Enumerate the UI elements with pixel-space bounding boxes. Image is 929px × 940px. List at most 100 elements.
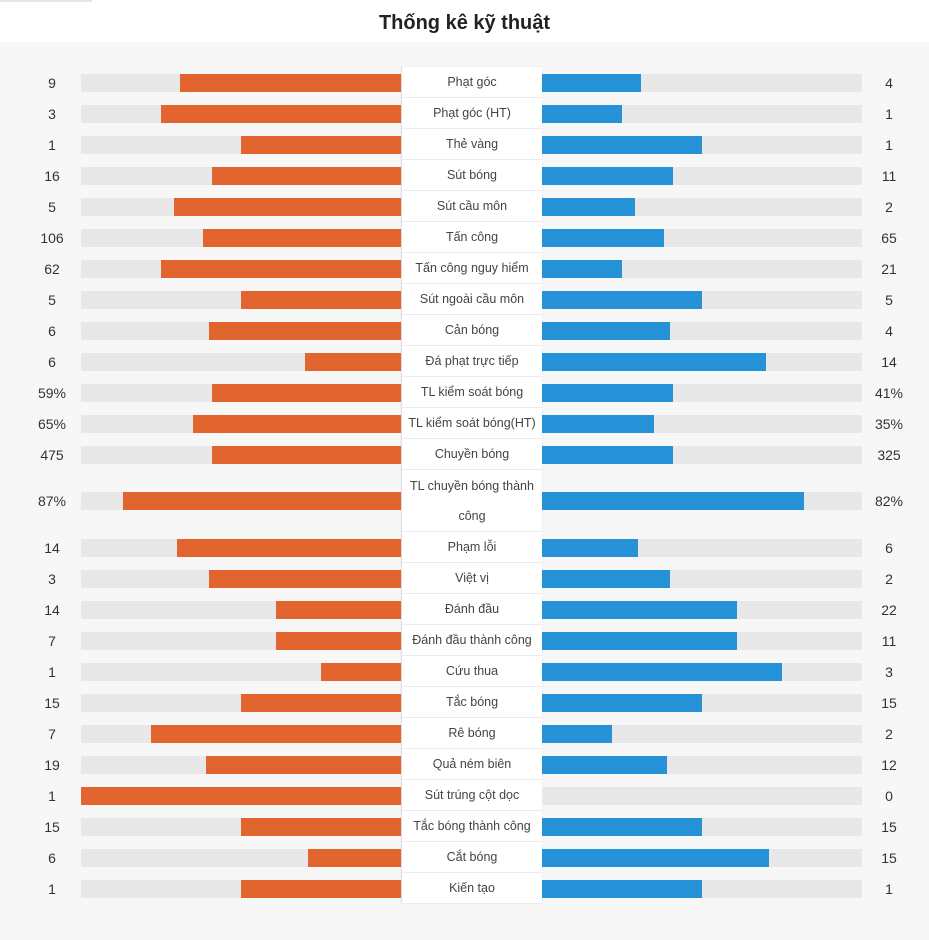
home-bar	[308, 848, 401, 867]
home-value: 6	[48, 353, 56, 370]
home-bar-track	[81, 817, 401, 836]
stat-label: Tắc bóng	[402, 687, 542, 718]
away-value: 14	[881, 353, 897, 370]
home-bar	[180, 73, 401, 92]
home-bar-track	[81, 600, 401, 619]
away-bar-track	[542, 848, 862, 867]
away-bar-track	[542, 724, 862, 743]
away-bar	[542, 259, 622, 278]
away-value: 41%	[874, 384, 904, 401]
away-bar-track	[542, 600, 862, 619]
away-bar	[542, 631, 737, 650]
home-value: 475	[40, 446, 64, 463]
home-value: 14	[44, 539, 60, 556]
home-bar-track	[81, 228, 401, 247]
away-value: 325	[877, 446, 901, 463]
away-bar	[542, 755, 667, 774]
away-bar-track	[542, 135, 862, 154]
stat-label: Quả ném biên	[402, 749, 542, 780]
home-bar	[81, 786, 401, 805]
away-bar	[542, 197, 635, 216]
home-bar	[276, 600, 401, 619]
away-value: 65	[881, 229, 897, 246]
home-bar-track	[81, 848, 401, 867]
stat-label: Sút trúng cột dọc	[402, 780, 542, 811]
home-value: 7	[48, 725, 56, 742]
home-value: 15	[44, 694, 60, 711]
away-bar	[542, 73, 641, 92]
home-bar	[209, 321, 401, 340]
home-bar-track	[81, 321, 401, 340]
home-bar-track	[81, 492, 401, 510]
home-bar-track	[81, 724, 401, 743]
home-value: 106	[40, 229, 64, 246]
away-bar	[542, 693, 702, 712]
stat-label: Phạt góc (HT)	[402, 98, 542, 129]
home-bar	[123, 492, 401, 510]
home-value: 5	[48, 198, 56, 215]
home-bar-track	[81, 135, 401, 154]
home-bar	[161, 259, 401, 278]
away-value: 12	[881, 756, 897, 773]
home-bar-track	[81, 755, 401, 774]
away-bar-track	[542, 492, 862, 510]
away-bar	[542, 228, 664, 247]
stat-label: Tắc bóng thành công	[402, 811, 542, 842]
home-value: 7	[48, 632, 56, 649]
away-value: 21	[881, 260, 897, 277]
home-bar-track	[81, 166, 401, 185]
home-bar-track	[81, 693, 401, 712]
away-bar-track	[542, 817, 862, 836]
away-value: 5	[885, 291, 893, 308]
home-value: 6	[48, 322, 56, 339]
top-tab-indicator	[0, 0, 92, 2]
home-bar-track	[81, 414, 401, 433]
away-value: 11	[881, 632, 897, 649]
home-bar	[203, 228, 401, 247]
home-bar	[241, 817, 401, 836]
away-bar	[542, 414, 654, 433]
stat-label: Tấn công nguy hiểm	[402, 253, 542, 284]
home-bar-track	[81, 383, 401, 402]
home-bar	[174, 197, 401, 216]
stat-label: TL chuyền bóng thành công	[402, 470, 542, 532]
away-bar-track	[542, 662, 862, 681]
away-bar-track	[542, 197, 862, 216]
stat-label: TL kiểm soát bóng	[402, 377, 542, 408]
away-bar	[542, 600, 737, 619]
home-bar	[241, 290, 401, 309]
stat-label: Cản bóng	[402, 315, 542, 346]
away-value: 1	[885, 136, 893, 153]
stat-label: Rê bóng	[402, 718, 542, 749]
home-value: 1	[48, 880, 56, 897]
stat-label: Phạm lỗi	[402, 532, 542, 563]
away-value: 15	[881, 849, 897, 866]
away-bar	[542, 662, 782, 681]
home-value: 14	[44, 601, 60, 618]
home-bar-track	[81, 631, 401, 650]
away-value: 11	[881, 167, 897, 184]
away-bar-track	[542, 414, 862, 433]
stat-label: Sút ngoài cầu môn	[402, 284, 542, 315]
away-bar-track	[542, 569, 862, 588]
away-bar	[542, 724, 612, 743]
stat-label: Sút bóng	[402, 160, 542, 191]
home-bar	[241, 879, 401, 898]
stat-label: Phạt góc	[402, 67, 542, 98]
away-bar-track	[542, 73, 862, 92]
away-bar-track	[542, 786, 862, 805]
home-value: 1	[48, 663, 56, 680]
home-value: 1	[48, 787, 56, 804]
away-bar-track	[542, 104, 862, 123]
home-bar	[276, 631, 401, 650]
stat-label: Tấn công	[402, 222, 542, 253]
home-value: 3	[48, 105, 56, 122]
stat-label: Đá phạt trực tiếp	[402, 346, 542, 377]
away-value: 4	[885, 322, 893, 339]
away-bar-track	[542, 290, 862, 309]
away-bar-track	[542, 259, 862, 278]
away-bar-track	[542, 352, 862, 371]
home-bar-track	[81, 73, 401, 92]
away-value: 82%	[874, 493, 904, 509]
away-bar	[542, 383, 673, 402]
